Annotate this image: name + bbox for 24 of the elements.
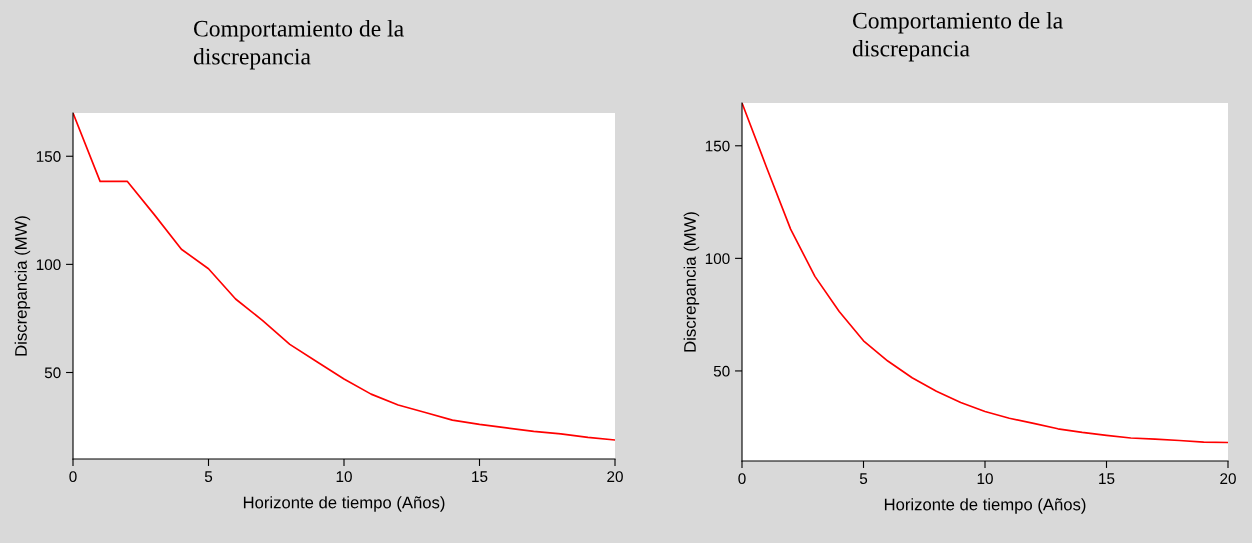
- x-tick-label: 0: [69, 471, 77, 483]
- y-tick-label: 50: [44, 367, 61, 379]
- y-tick-label: 50: [713, 365, 730, 377]
- y-tick-label: 150: [36, 151, 61, 162]
- x-tick-label: 5: [204, 471, 213, 483]
- y-tick-label: 150: [705, 140, 730, 152]
- y-tick-label: 100: [36, 259, 61, 271]
- x-tick-label: 15: [1099, 473, 1115, 485]
- x-tick-label: 5: [859, 473, 868, 485]
- y-axis-title: Discrepancia (MW): [683, 212, 700, 352]
- x-tick-label: 10: [977, 473, 993, 485]
- line-series: [742, 103, 1228, 444]
- x-axis-title: Horizonte de tiempo (Años): [243, 496, 445, 512]
- x-tick-label: 20: [1220, 473, 1236, 485]
- chart-title: Comportamiento de la discrepancia: [193, 20, 404, 70]
- x-tick-label: 0: [738, 473, 746, 485]
- x-tick-label: 10: [336, 471, 352, 483]
- x-axis-title: Horizonte de tiempo (Años): [884, 498, 1086, 514]
- line-series: [73, 113, 615, 441]
- x-tick-label: 20: [607, 471, 623, 483]
- y-tick-label: 100: [705, 253, 730, 265]
- chart-title: Comportamiento de la discrepancia: [852, 12, 1063, 62]
- x-tick-label: 15: [472, 471, 488, 483]
- y-axis-title: Discrepancia (MW): [14, 216, 31, 356]
